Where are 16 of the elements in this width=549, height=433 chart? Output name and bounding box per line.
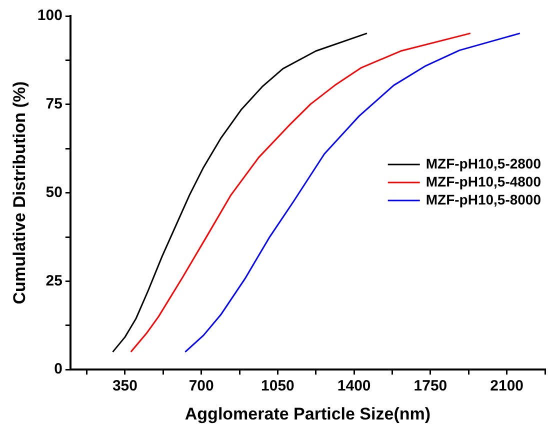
legend-label: MZF-pH10,5-2800 bbox=[426, 155, 542, 172]
legend-label: MZF-pH10,5-4800 bbox=[426, 173, 542, 190]
x-axis-title: Agglomerate Particle Size(nm) bbox=[184, 404, 431, 424]
x-tick-label: 700 bbox=[188, 378, 214, 395]
y-tick-label: 50 bbox=[46, 184, 62, 201]
y-tick-label: 25 bbox=[46, 272, 62, 290]
y-tick-label: 0 bbox=[54, 360, 62, 378]
y-tick-label: 100 bbox=[37, 7, 62, 24]
y-axis-title: Cumulative Distribution (%) bbox=[10, 81, 29, 304]
legend-label: MZF-pH10,5-8000 bbox=[426, 191, 542, 208]
x-tick-label: 350 bbox=[112, 378, 138, 395]
x-tick-label: 1050 bbox=[261, 378, 294, 395]
y-tick-label: 75 bbox=[46, 96, 62, 113]
x-tick-label: 1400 bbox=[337, 378, 371, 395]
x-tick-label: 2100 bbox=[490, 378, 524, 395]
x-tick-label: 1750 bbox=[414, 378, 448, 395]
